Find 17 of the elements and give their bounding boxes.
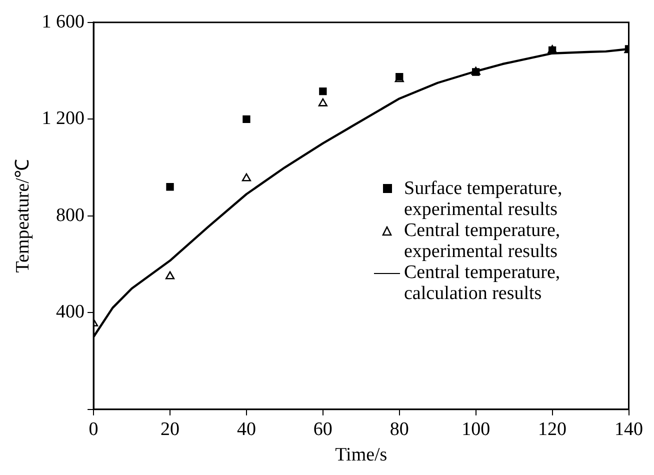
- x-tick-label: 80: [390, 418, 409, 440]
- legend-label: Surface temperature, experimental results: [404, 178, 564, 220]
- y-tick-label: 400: [56, 302, 85, 323]
- x-tick-label: 0: [88, 418, 98, 440]
- y-tick-label: 800: [56, 204, 85, 226]
- legend-label: Central temperature, experimental results: [404, 220, 562, 262]
- x-tick-label: 140: [614, 418, 643, 440]
- y-tick-label: 1 600: [42, 11, 85, 32]
- legend-label: Central temperature, calculation results: [404, 262, 562, 304]
- x-tick-label: 40: [236, 418, 256, 440]
- x-tick-label: 100: [462, 418, 490, 440]
- x-tick-label: 20: [160, 418, 180, 440]
- x-axis-title: Time/s: [335, 444, 388, 466]
- y-tick-label: 1 200: [42, 108, 85, 130]
- y-axis-title: Tempeature/℃: [12, 159, 34, 273]
- x-tick-label: 120: [538, 418, 567, 440]
- x-tick-label: 60: [313, 418, 332, 440]
